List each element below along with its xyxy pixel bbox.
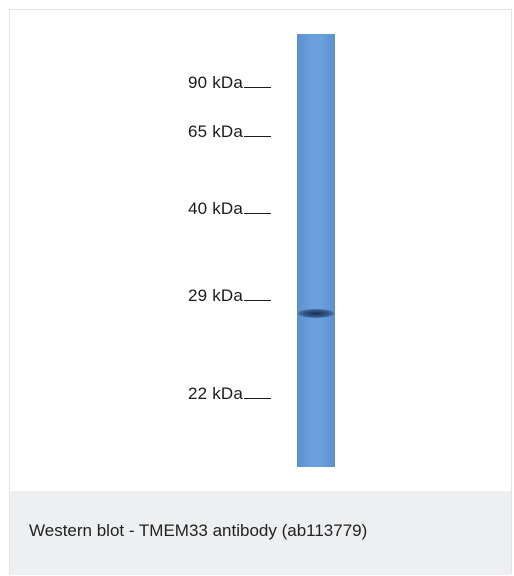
- marker-22kda: 22 kDa: [188, 384, 272, 404]
- marker-label: 65 kDa: [188, 122, 244, 141]
- marker-tick: [244, 86, 272, 88]
- figure-card: 90 kDa 65 kDa 40 kDa 29 kDa 22 kDa Weste…: [9, 9, 512, 575]
- marker-29kda: 29 kDa: [188, 286, 272, 306]
- figure-caption: Western blot - TMEM33 antibody (ab113779…: [29, 521, 368, 540]
- marker-tick: [244, 135, 272, 137]
- marker-40kda: 40 kDa: [188, 199, 272, 219]
- blot-lane: [297, 34, 335, 467]
- marker-65kda: 65 kDa: [188, 122, 272, 142]
- marker-label: 22 kDa: [188, 384, 244, 403]
- protein-band: [298, 309, 334, 318]
- marker-tick: [244, 397, 272, 399]
- marker-label: 90 kDa: [188, 73, 244, 92]
- western-blot-image: 90 kDa 65 kDa 40 kDa 29 kDa 22 kDa: [10, 10, 511, 491]
- caption-bar: Western blot - TMEM33 antibody (ab113779…: [10, 491, 511, 575]
- marker-90kda: 90 kDa: [188, 73, 272, 93]
- marker-label: 40 kDa: [188, 199, 244, 218]
- marker-label: 29 kDa: [188, 286, 244, 305]
- marker-tick: [244, 212, 272, 214]
- marker-tick: [244, 299, 272, 301]
